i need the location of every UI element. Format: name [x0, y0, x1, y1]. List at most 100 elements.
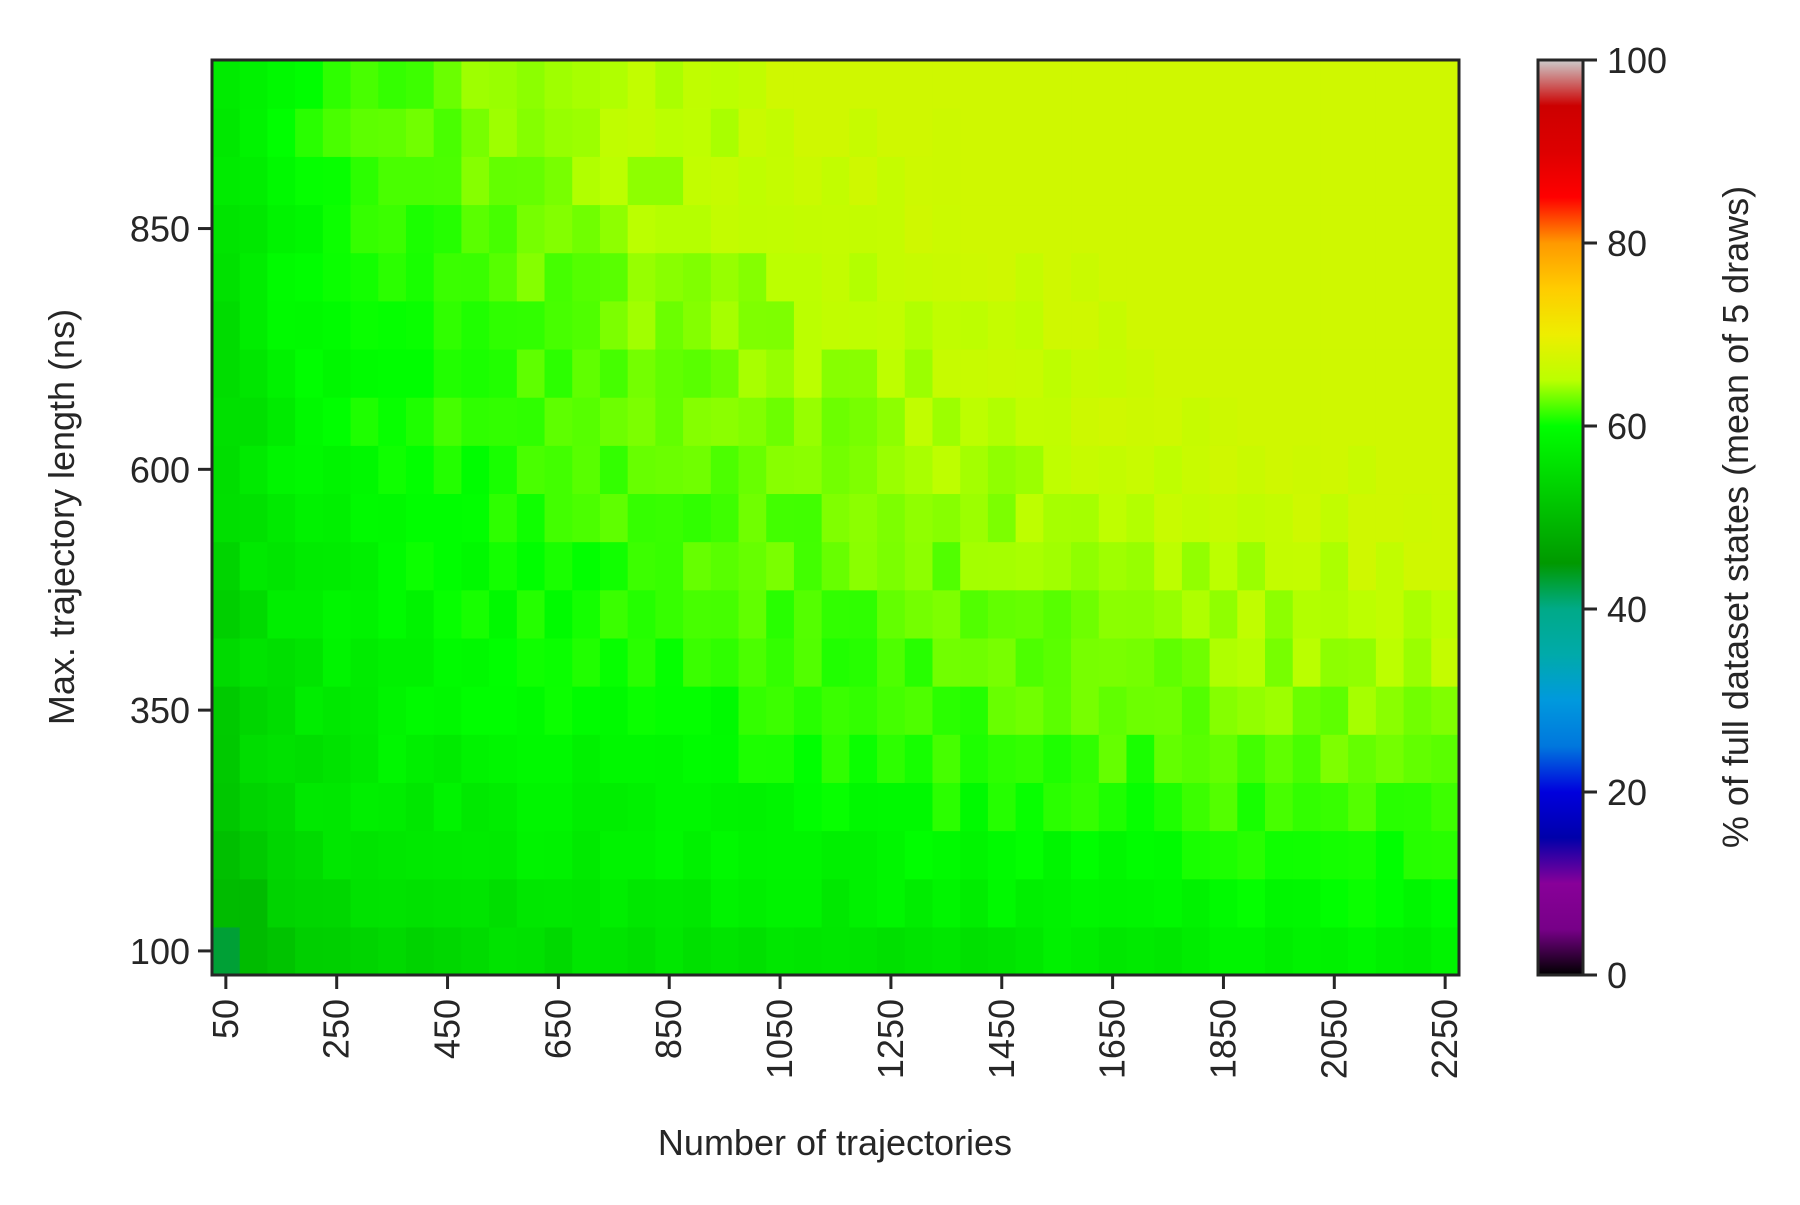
- heatmap-cell: [1071, 686, 1100, 735]
- heatmap-cell: [322, 397, 352, 446]
- heatmap-cell: [849, 156, 878, 206]
- heatmap-cell: [1098, 686, 1128, 735]
- heatmap-cell: [1348, 686, 1377, 735]
- heatmap-cell: [378, 348, 407, 398]
- heatmap-cell: [1098, 397, 1128, 446]
- heatmap-cell: [987, 926, 1017, 976]
- heatmap-cell: [1320, 204, 1349, 254]
- heatmap-cell: [489, 493, 518, 543]
- heatmap-cell: [1181, 926, 1211, 976]
- heatmap-cell: [627, 734, 656, 783]
- heatmap-cell: [239, 252, 269, 302]
- heatmap-cell: [295, 60, 324, 109]
- heatmap-cell: [1431, 108, 1460, 157]
- heatmap-cell: [405, 348, 435, 398]
- heatmap-cell: [267, 541, 296, 591]
- heatmap-cell: [1375, 397, 1405, 446]
- heatmap-cell: [461, 108, 490, 157]
- heatmap-cell: [1403, 300, 1432, 350]
- heatmap-cell: [655, 348, 684, 398]
- heatmap-cell: [1431, 252, 1460, 302]
- heatmap-cell: [1265, 926, 1294, 976]
- heatmap-cell: [489, 686, 518, 735]
- heatmap-cell: [1348, 445, 1377, 495]
- heatmap-cell: [544, 734, 573, 783]
- heatmap-cell: [267, 734, 296, 783]
- heatmap-cell: [960, 204, 989, 254]
- heatmap-cell: [1181, 541, 1211, 591]
- heatmap-cell: [1237, 830, 1266, 880]
- heatmap-cell: [239, 830, 269, 880]
- heatmap-cell: [239, 300, 269, 350]
- heatmap-cell: [710, 541, 740, 591]
- heatmap-cell: [877, 252, 906, 302]
- heatmap-cell: [1403, 348, 1432, 398]
- heatmap-cell: [877, 300, 906, 350]
- heatmap-cell: [1043, 60, 1072, 109]
- heatmap-cell: [461, 60, 490, 109]
- heatmap-cell: [1375, 60, 1405, 109]
- heatmap-cell: [322, 878, 352, 928]
- heatmap-cell: [1403, 734, 1432, 783]
- heatmap-cell: [1154, 493, 1183, 543]
- heatmap-cell: [489, 878, 518, 928]
- heatmap-cell: [793, 541, 823, 591]
- heatmap-cell: [239, 637, 269, 687]
- heatmap-cell: [267, 156, 296, 206]
- heatmap-cell: [212, 60, 241, 109]
- heatmap-cell: [1375, 300, 1405, 350]
- heatmap-cell: [1126, 782, 1155, 832]
- heatmap-cell: [1265, 204, 1294, 254]
- heatmap-cell: [1403, 156, 1432, 206]
- heatmap-cell: [267, 445, 296, 495]
- heatmap-cell: [212, 734, 241, 783]
- heatmap-cell: [295, 830, 324, 880]
- heatmap-cell: [433, 445, 462, 495]
- heatmap-cell: [766, 300, 795, 350]
- heatmap-cell: [738, 204, 767, 254]
- heatmap-cell: [821, 686, 850, 735]
- heatmap-cell: [793, 830, 823, 880]
- heatmap-cell: [599, 252, 629, 302]
- y-axis-label: Max. trajectory length (ns): [41, 309, 82, 725]
- heatmap-cell: [433, 686, 462, 735]
- heatmap-cell: [932, 204, 961, 254]
- heatmap-cell: [295, 734, 324, 783]
- heatmap-cell: [849, 734, 878, 783]
- heatmap-cell: [1209, 734, 1238, 783]
- heatmap-cell: [405, 60, 435, 109]
- heatmap-cell: [627, 589, 656, 639]
- heatmap-cell: [793, 300, 823, 350]
- heatmap-cell: [239, 397, 269, 446]
- heatmap-cell: [766, 252, 795, 302]
- x-tick-label: 2050: [1313, 999, 1354, 1079]
- heatmap-cell: [267, 252, 296, 302]
- heatmap-cell: [1181, 445, 1211, 495]
- heatmap-cell: [793, 348, 823, 398]
- heatmap-cell: [1181, 348, 1211, 398]
- heatmap-cell: [1154, 397, 1183, 446]
- heatmap-cell: [1098, 493, 1128, 543]
- heatmap-cell: [489, 830, 518, 880]
- heatmap-cell: [239, 878, 269, 928]
- heatmap-cell: [738, 397, 767, 446]
- heatmap-cell: [1098, 589, 1128, 639]
- heatmap-cell: [544, 445, 573, 495]
- heatmap-cell: [1403, 878, 1432, 928]
- heatmap-cell: [1071, 108, 1100, 157]
- heatmap-cell: [710, 445, 740, 495]
- heatmap-cell: [350, 300, 379, 350]
- heatmap-cell: [1348, 108, 1377, 157]
- heatmap-cell: [627, 445, 656, 495]
- heatmap-cell: [212, 686, 241, 735]
- heatmap-cell: [405, 637, 435, 687]
- heatmap-cell: [766, 589, 795, 639]
- heatmap-cell: [627, 637, 656, 687]
- heatmap-cell: [1043, 830, 1072, 880]
- heatmap-cell: [322, 60, 352, 109]
- heatmap-cell: [489, 541, 518, 591]
- heatmap-cell: [1431, 637, 1460, 687]
- heatmap-cell: [489, 734, 518, 783]
- heatmap-cell: [1292, 734, 1322, 783]
- heatmap-cell: [433, 60, 462, 109]
